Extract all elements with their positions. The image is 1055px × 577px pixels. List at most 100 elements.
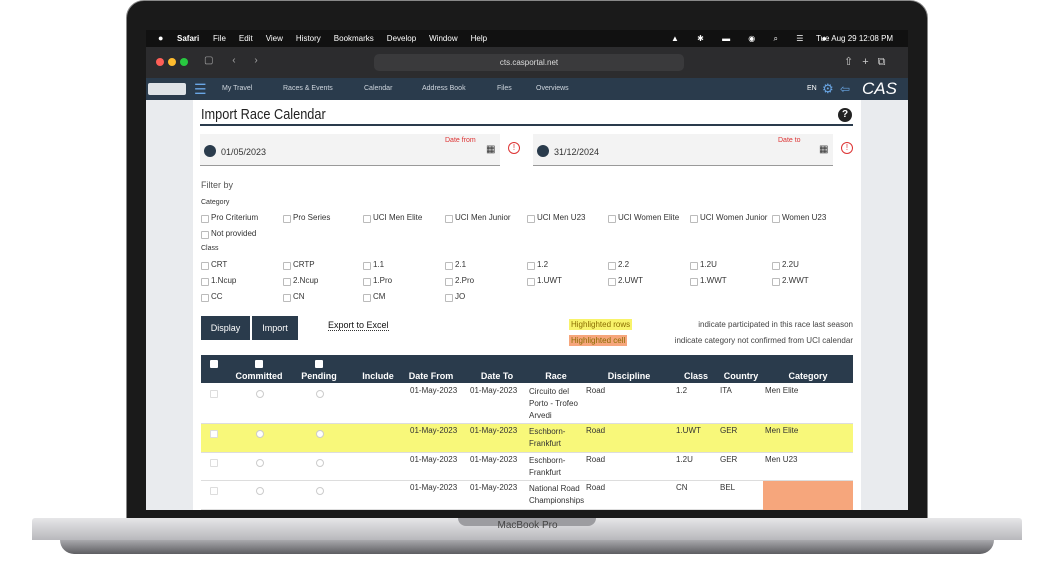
row-radio[interactable]: [316, 390, 324, 398]
row-radio[interactable]: [316, 487, 324, 495]
column-header: Category: [788, 371, 828, 381]
export-link[interactable]: Export to Excel: [328, 320, 389, 331]
menu-item[interactable]: Help: [470, 34, 488, 43]
checkbox[interactable]: [283, 215, 291, 223]
checkbox[interactable]: [445, 262, 453, 270]
cell-country: GER: [720, 426, 738, 435]
row-radio[interactable]: [316, 459, 324, 467]
date-picker-icon[interactable]: ▦: [486, 144, 496, 155]
row-radio[interactable]: [256, 430, 264, 438]
app-name[interactable]: Safari: [177, 34, 200, 43]
row-radio[interactable]: [256, 459, 264, 467]
window-zoom[interactable]: [180, 58, 188, 66]
checkbox[interactable]: [201, 262, 209, 270]
checkbox[interactable]: [445, 215, 453, 223]
menu-item[interactable]: Develop: [386, 34, 417, 43]
checkbox-label: UCI Men U23: [537, 213, 586, 222]
row-radio[interactable]: [256, 390, 264, 398]
checkbox[interactable]: [445, 278, 453, 286]
checkbox[interactable]: [527, 278, 535, 286]
header-checkbox[interactable]: [315, 360, 323, 368]
checkbox-label: 1.2U: [700, 260, 717, 269]
checkbox[interactable]: [283, 294, 291, 302]
checkbox-label: 1.UWT: [537, 276, 562, 285]
checkbox[interactable]: [690, 262, 698, 270]
date-picker-icon[interactable]: ▦: [819, 144, 829, 155]
checkbox[interactable]: [363, 215, 371, 223]
help-icon[interactable]: ?: [838, 108, 852, 122]
row-checkbox[interactable]: [210, 459, 218, 467]
cell-class: 1.2: [676, 386, 688, 395]
date-field[interactable]: [200, 134, 500, 166]
checkbox[interactable]: [283, 262, 291, 270]
checkbox[interactable]: [363, 262, 371, 270]
checkbox[interactable]: [690, 278, 698, 286]
checkbox[interactable]: [690, 215, 698, 223]
nav-item[interactable]: Calendar: [364, 85, 393, 92]
window-close[interactable]: [156, 58, 164, 66]
menu-item[interactable]: History: [295, 34, 321, 43]
cell-date-from: 01-May-2023: [410, 386, 458, 395]
nav-item[interactable]: My Travel: [222, 85, 253, 92]
browser-toolbar: ▢ ‹ › cts.casportal.net ⇧+⧉: [146, 47, 908, 78]
lang[interactable]: EN: [807, 85, 817, 92]
checkbox[interactable]: [445, 294, 453, 302]
checkbox[interactable]: [201, 215, 209, 223]
row-checkbox[interactable]: [210, 390, 218, 398]
cell-date-to: 01-May-2023: [470, 386, 518, 395]
apple-icon: ●: [158, 33, 164, 43]
cell-discipline: Road: [586, 386, 606, 395]
checkbox[interactable]: [608, 262, 616, 270]
row-checkbox[interactable]: [210, 430, 218, 438]
column-header: Country: [723, 371, 759, 381]
date-value: 31/12/2024: [554, 147, 600, 157]
address-bar[interactable]: [374, 54, 684, 71]
nav-item[interactable]: Races & Events: [283, 85, 333, 92]
column-header: Include: [362, 371, 394, 381]
checkbox-label: 2.WWT: [782, 276, 809, 285]
date-value: 01/05/2023: [221, 147, 267, 157]
date-field[interactable]: [533, 134, 833, 166]
row-radio[interactable]: [316, 430, 324, 438]
checkbox-label: Pro Criterium: [211, 213, 259, 222]
logout-icon[interactable]: ⇦: [840, 82, 851, 96]
menu-item[interactable]: File: [213, 34, 226, 43]
button[interactable]: Display: [201, 316, 250, 340]
row-checkbox[interactable]: [210, 487, 218, 495]
checkbox[interactable]: [363, 294, 371, 302]
checkbox[interactable]: [527, 262, 535, 270]
legend-tag: Highlighted cell: [569, 335, 628, 346]
checkbox[interactable]: [772, 215, 780, 223]
checkbox[interactable]: [201, 278, 209, 286]
hamburger[interactable]: ☰: [194, 81, 207, 97]
menu-items: File Edit View History Bookmarks Develop Windo…: [213, 30, 487, 47]
nav-item[interactable]: Overviews: [536, 85, 569, 92]
window-minimize[interactable]: [168, 58, 176, 66]
button[interactable]: Import: [252, 316, 298, 340]
checkbox[interactable]: [772, 262, 780, 270]
menu-item[interactable]: Edit: [238, 34, 253, 43]
menu-item[interactable]: Bookmarks: [333, 34, 374, 43]
menu-item[interactable]: View: [265, 34, 283, 43]
cell-race: Circuito del Porto - Trofeo Arvedi: [529, 387, 578, 420]
column-header: Committed: [235, 371, 283, 381]
table-row: [201, 384, 853, 424]
checkbox[interactable]: [201, 294, 209, 302]
checkbox[interactable]: [527, 215, 535, 223]
screen: ● Safari File Edit View History Bookmarks Dev…: [146, 30, 908, 510]
menu-item[interactable]: Window: [429, 34, 458, 43]
header-checkbox[interactable]: [210, 360, 218, 368]
clock: Tue Aug 29 12:08 PM: [816, 34, 894, 43]
row-radio[interactable]: [256, 487, 264, 495]
nav-item[interactable]: Address Book: [422, 85, 466, 92]
checkbox[interactable]: [201, 231, 209, 239]
checkbox[interactable]: [772, 278, 780, 286]
checkbox[interactable]: [608, 215, 616, 223]
settings-icon[interactable]: ⚙: [822, 81, 834, 96]
header-checkbox[interactable]: [255, 360, 263, 368]
checkbox[interactable]: [363, 278, 371, 286]
nav-item[interactable]: Files: [497, 85, 512, 92]
checkbox[interactable]: [283, 278, 291, 286]
checkbox-label: UCI Men Elite: [373, 213, 423, 222]
checkbox[interactable]: [608, 278, 616, 286]
